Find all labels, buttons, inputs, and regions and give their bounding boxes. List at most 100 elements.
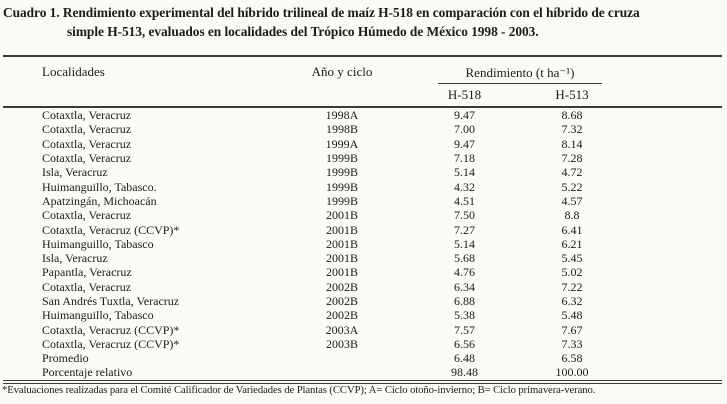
ano_ciclo-cell: 1999B <box>325 193 358 208</box>
table-footnote: *Evaluaciones realizadas para el Comité … <box>2 384 596 396</box>
table-body: Cotaxtla, Veracruz 1998A 9.47 8.68 Cotaxtla,… <box>3 107 722 382</box>
ano_ciclo-cell: 2001B <box>325 265 358 280</box>
spacer-cell <box>602 294 722 308</box>
table-row: Papantla, Veracruz 2001B 4.76 5.02 <box>3 265 722 279</box>
table-row: Cotaxtla, Veracruz (CCVP)* 2001B 7.27 6.41 <box>3 222 722 236</box>
results-table: Localidades Año y ciclo Rendimiento (t h… <box>3 55 722 384</box>
ano_ciclo-cell <box>297 365 387 381</box>
spacer-cell <box>602 308 722 322</box>
spacer-cell <box>602 137 722 151</box>
h513-cell: 7.28 <box>561 151 583 166</box>
h518-column-header: H-518 <box>387 84 542 108</box>
h513-column-header: H-513 <box>542 84 602 108</box>
h518-cell: 7.50 <box>454 208 475 223</box>
h518-cell: 6.88 <box>454 294 475 308</box>
h513-cell: 6.32 <box>561 294 583 308</box>
h513-cell: 6.58 <box>561 351 583 366</box>
spacer-cell <box>602 194 722 208</box>
header-row-1: Localidades Año y ciclo Rendimiento (t h… <box>3 56 722 84</box>
ano_ciclo-cell: 2002B <box>325 308 358 323</box>
localidad-cell: Papantla, Veracruz <box>42 265 132 280</box>
localidad-cell: Cotaxtla, Veracruz (CCVP)* <box>42 322 180 337</box>
h513-cell: 6.21 <box>561 236 583 251</box>
localidad-cell: Huimanguillo, Tabasco <box>42 308 154 323</box>
h518-cell: 4.51 <box>454 193 475 208</box>
ano_ciclo-cell: 2003A <box>325 322 359 337</box>
h513-cell: 100.00 <box>555 365 589 380</box>
table-row: San Andrés Tuxtla, Veracruz 2002B 6.88 6.32 <box>3 294 722 308</box>
localidad-cell: Cotaxtla, Veracruz (CCVP)* <box>42 222 180 237</box>
h513-cell: 7.32 <box>561 122 583 137</box>
localidad-cell: Promedio <box>42 351 89 366</box>
h518-cell: 9.47 <box>454 108 475 123</box>
ano_ciclo-cell: 2003B <box>325 336 358 351</box>
localidad-cell: Huimanguillo, Tabasco <box>42 236 154 251</box>
h513-cell: 6.41 <box>561 222 583 237</box>
empty-header-cell <box>3 84 297 108</box>
rendimiento-header-cell: Rendimiento (t ha⁻¹) <box>387 56 602 84</box>
rendimiento-header: Rendimiento (t ha⁻¹) <box>438 65 602 84</box>
table-row: Isla, Veracruz 2001B 5.68 5.45 <box>3 251 722 265</box>
localidad-cell: Cotaxtla, Veracruz <box>42 279 132 294</box>
ano_ciclo-cell: 1999B <box>325 179 358 194</box>
localidad-cell: Porcentaje relativo <box>42 365 133 380</box>
localidad-cell: Cotaxtla, Veracruz <box>42 151 132 166</box>
table-row: Huimanguillo, Tabasco. 1999B 4.32 5.22 <box>3 179 722 193</box>
table-row: Cotaxtla, Veracruz 1998A 9.47 8.68 <box>3 107 722 122</box>
h513-cell: 7.67 <box>561 322 583 337</box>
ano_ciclo-cell: 2001B <box>325 236 358 251</box>
table-row: Apatzingán, Michoacán 1999B 4.51 4.57 <box>3 194 722 208</box>
table-row: Huimanguillo, Tabasco 2002B 5.38 5.48 <box>3 308 722 322</box>
caption-line-1: Cuadro 1. Rendimiento experimental del h… <box>3 5 640 20</box>
h518-cell: 5.38 <box>454 308 475 323</box>
spacer-cell <box>602 351 722 365</box>
h513-cell: 8.68 <box>561 108 583 123</box>
table-row: Huimanguillo, Tabasco 2001B 5.14 6.21 <box>3 237 722 251</box>
h518-cell: 6.56 <box>454 336 475 351</box>
h513-cell: 5.22 <box>561 179 583 194</box>
h518-cell: 6.34 <box>454 279 475 294</box>
caption-line-2: simple H-513, evaluados en localidades d… <box>67 23 539 39</box>
localidad-cell: Cotaxtla, Veracruz <box>42 136 132 151</box>
table-row: Cotaxtla, Veracruz 2001B 7.50 8.8 <box>3 208 722 222</box>
table-caption: Cuadro 1. Rendimiento experimental del h… <box>3 4 725 41</box>
spacer-cell <box>602 322 722 336</box>
h518-cell: 98.48 <box>451 365 478 380</box>
localidad-cell: Apatzingán, Michoacán <box>42 193 157 208</box>
localidad-cell: Huimanguillo, Tabasco. <box>42 179 157 194</box>
spacer-cell <box>602 265 722 279</box>
table-row: Promedio 6.48 6.58 <box>3 351 722 365</box>
spacer-cell <box>602 280 722 294</box>
h518-cell: 4.32 <box>454 179 475 194</box>
ano_ciclo-cell: 2001B <box>325 208 358 223</box>
ano_ciclo-cell: 1998B <box>325 122 358 137</box>
h518-cell: 5.68 <box>454 251 475 266</box>
ano_ciclo-cell: 2001B <box>325 222 358 237</box>
table-row: Porcentaje relativo 98.48 100.00 <box>3 365 722 381</box>
table-row: Cotaxtla, Veracruz 1999B 7.18 7.28 <box>3 151 722 165</box>
ano_ciclo-cell: 1999B <box>325 151 358 166</box>
localidad-cell: Isla, Veracruz <box>42 251 108 266</box>
spacer-cell <box>602 122 722 136</box>
h513-cell: 8.14 <box>561 136 583 151</box>
header-spacer <box>602 84 722 108</box>
table-row: Cotaxtla, Veracruz (CCVP)* 2003B 6.56 7.33 <box>3 337 722 351</box>
h513-cell: 4.57 <box>561 193 583 208</box>
spacer-cell <box>602 107 722 122</box>
table-row: Cotaxtla, Veracruz 1999A 9.47 8.14 <box>3 137 722 151</box>
ano_ciclo-cell: 1999B <box>325 165 358 180</box>
localidad-cell: Cotaxtla, Veracruz (CCVP)* <box>42 336 180 351</box>
h518-cell: 7.00 <box>454 122 475 137</box>
localidad-cell: Cotaxtla, Veracruz <box>42 122 132 137</box>
localidades-header: Localidades <box>42 64 105 79</box>
localidad-cell: San Andrés Tuxtla, Veracruz <box>42 294 180 308</box>
h513-cell: 7.22 <box>561 279 583 294</box>
table-header: Localidades Año y ciclo Rendimiento (t h… <box>3 56 722 108</box>
ano_ciclo-cell: 2002B <box>325 294 358 308</box>
spacer-cell <box>602 151 722 165</box>
h513-cell: 8.8 <box>564 208 580 223</box>
ano-y-ciclo-header: Año y ciclo <box>311 64 373 79</box>
h518-cell: 7.27 <box>454 222 475 237</box>
spacer-cell <box>602 337 722 351</box>
